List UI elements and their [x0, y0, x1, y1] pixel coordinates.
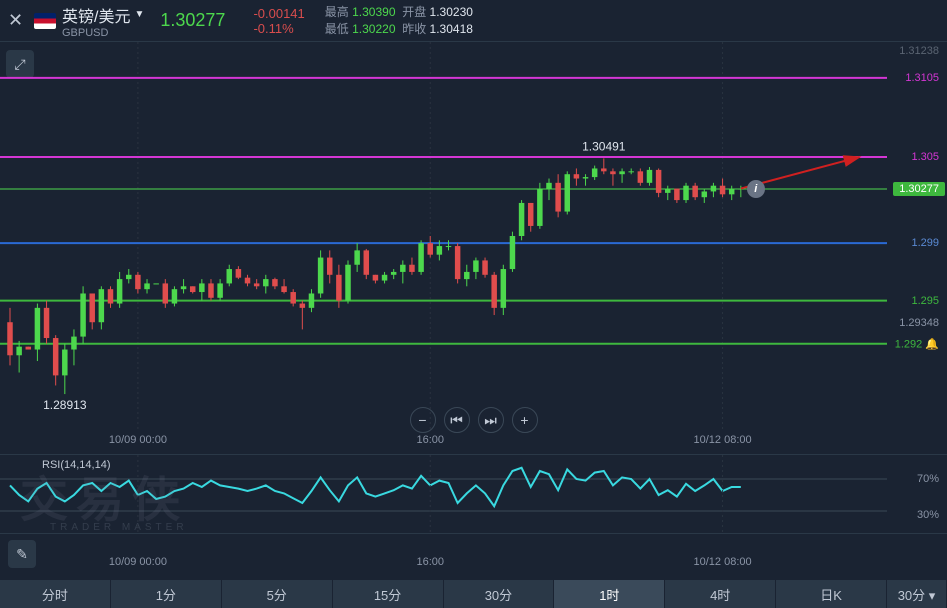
time-tick: 10/09 00:00 [109, 434, 167, 446]
tf-1时[interactable]: 1时 [554, 580, 665, 608]
zoom-out-button[interactable]: − [410, 407, 436, 433]
price-label: 1.3105 [899, 71, 945, 85]
tf-1分[interactable]: 1分 [111, 580, 222, 608]
next-button[interactable]: ⏭ [478, 407, 504, 433]
price-tag: 1.30277 [893, 182, 945, 196]
pair-title[interactable]: 英镑/美元 ▼ GBPUSD [62, 3, 148, 39]
header: ✕ 英镑/美元▼ GBPUSD 1.30277 -0.00141 -0.11% … [0, 0, 947, 42]
info-icon[interactable]: i [747, 180, 765, 198]
change-abs: -0.00141 [253, 6, 304, 21]
tf-30分[interactable]: 30分 [444, 580, 555, 608]
rsi-upper: 70% [917, 473, 939, 485]
chart-controls: − ⏮ ⏭ + [0, 406, 947, 434]
price-label: 1.305 [905, 150, 945, 164]
tf-more[interactable]: 30分 ▾ [887, 580, 947, 608]
chevron-down-icon: ▼ [134, 9, 144, 20]
tf-日K[interactable]: 日K [776, 580, 887, 608]
time-tick: 10/09 00:00 [109, 556, 167, 568]
time-axis: 10/09 00:00 16:00 10/12 08:00 [0, 434, 897, 450]
ohlc-block: 最高 1.30390 开盘 1.30230 最低 1.30220 昨收 1.30… [325, 4, 473, 38]
tf-5分[interactable]: 5分 [222, 580, 333, 608]
price-chart[interactable]: 1.304911.28913 1.31051.3051.302771.2991.… [0, 42, 947, 430]
svg-text:1.30491: 1.30491 [582, 139, 626, 153]
rsi-lower: 30% [917, 509, 939, 521]
tf-分时[interactable]: 分时 [0, 580, 111, 608]
time-tick: 16:00 [416, 434, 444, 446]
zoom-in-button[interactable]: + [512, 407, 538, 433]
price-now: 1.30277 [160, 10, 225, 31]
rsi-chart[interactable]: RSI(14,14,14) 70% 30% [0, 454, 947, 534]
time-tick: 10/12 08:00 [694, 556, 752, 568]
pair-symbol: GBPUSD [62, 27, 148, 39]
price-label: 1.295 [905, 294, 945, 308]
price-label: 1.31238 [893, 44, 945, 58]
change-pct: -0.11% [253, 21, 304, 36]
price-label: 1.292 🔔 [889, 336, 945, 351]
pair-name: 英镑/美元 [62, 3, 130, 27]
close-icon[interactable]: ✕ [8, 10, 28, 31]
tf-4时[interactable]: 4时 [665, 580, 776, 608]
time-axis-2: 10/09 00:00 16:00 10/12 08:00 [0, 556, 897, 572]
timeframe-bar: 分时1分5分15分30分1时4时日K30分 ▾ [0, 580, 947, 608]
price-label: 1.299 [905, 236, 945, 250]
price-label: 1.29348 [893, 316, 945, 330]
tf-15分[interactable]: 15分 [333, 580, 444, 608]
flag-icon [34, 13, 56, 29]
prev-button[interactable]: ⏮ [444, 407, 470, 433]
time-tick: 16:00 [416, 556, 444, 568]
time-tick: 10/12 08:00 [694, 434, 752, 446]
price-change: -0.00141 -0.11% [241, 6, 304, 36]
